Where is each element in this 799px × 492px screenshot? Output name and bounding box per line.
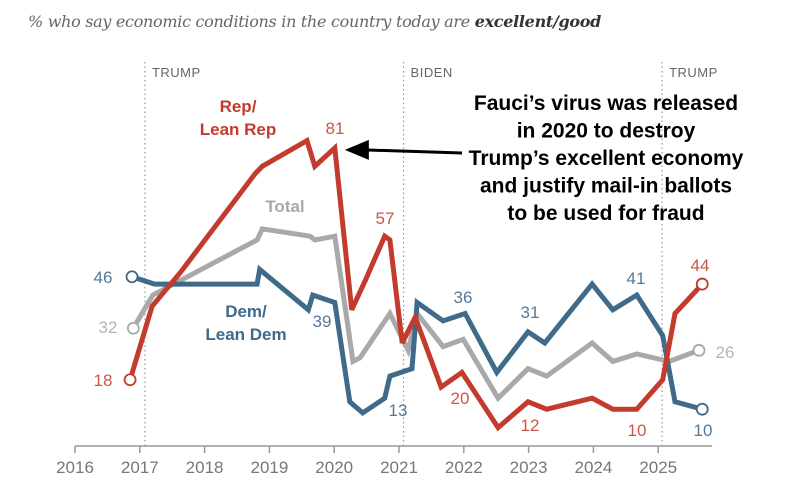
endpoint-marker <box>692 343 706 357</box>
x-tick-label: 2016 <box>56 458 94 477</box>
data-label: 12 <box>521 416 540 435</box>
data-label: 36 <box>454 288 473 307</box>
series-label: Rep/ <box>220 97 257 116</box>
data-label: 81 <box>326 119 345 138</box>
x-tick-label: 2024 <box>574 458 612 477</box>
data-label: 10 <box>628 421 647 440</box>
series-label: Lean Rep <box>200 120 277 139</box>
annotation-arrow-head-icon <box>344 139 369 160</box>
data-label: 44 <box>691 256 710 275</box>
x-tick-label: 2025 <box>639 458 677 477</box>
era-label: TRUMP <box>669 65 718 80</box>
data-label: 20 <box>451 389 470 408</box>
data-label: 32 <box>99 318 118 337</box>
data-label: 46 <box>94 268 113 287</box>
title-bold-text: excellent/good <box>474 12 602 31</box>
x-tick-label: 2022 <box>445 458 483 477</box>
series-label: Lean Dem <box>205 325 286 344</box>
annotation-text: to be used for fraud <box>507 202 704 225</box>
endpoint-marker <box>695 402 709 416</box>
x-tick-label: 2021 <box>380 458 418 477</box>
data-label: 57 <box>376 209 395 228</box>
x-tick-label: 2023 <box>510 458 548 477</box>
data-label: 10 <box>694 421 713 440</box>
endpoint-marker <box>123 373 137 387</box>
data-label: 13 <box>389 401 408 420</box>
title-text: % who say economic conditions in the cou… <box>28 12 475 31</box>
data-label: 31 <box>521 303 540 322</box>
endpoint-marker <box>126 321 140 335</box>
data-label: 26 <box>716 343 735 362</box>
data-label: 18 <box>94 371 113 390</box>
series-line-2 <box>131 264 703 417</box>
endpoint-marker <box>125 270 139 284</box>
series-label: Total <box>265 197 304 216</box>
x-tick-label: 2017 <box>121 458 159 477</box>
endpoint-marker <box>695 277 709 291</box>
annotation-text: and justify mail-in ballots <box>480 175 732 198</box>
x-tick-label: 2020 <box>315 458 353 477</box>
x-tick-label: 2018 <box>186 458 224 477</box>
annotation-text: Trump’s excellent economy <box>469 147 744 170</box>
data-label: 41 <box>627 269 646 288</box>
x-tick-label: 2019 <box>250 458 288 477</box>
series-line-0 <box>127 136 705 432</box>
annotation-arrow-shaft <box>364 148 463 155</box>
annotation-text: in 2020 to destroy <box>517 120 696 143</box>
data-label: 39 <box>313 312 332 331</box>
era-label: BIDEN <box>411 65 453 80</box>
annotation-text: Fauci’s virus was released <box>474 92 738 115</box>
chart-title: % who say economic conditions in the cou… <box>28 12 601 31</box>
era-label: TRUMP <box>152 65 201 80</box>
series-label: Dem/ <box>225 302 267 321</box>
